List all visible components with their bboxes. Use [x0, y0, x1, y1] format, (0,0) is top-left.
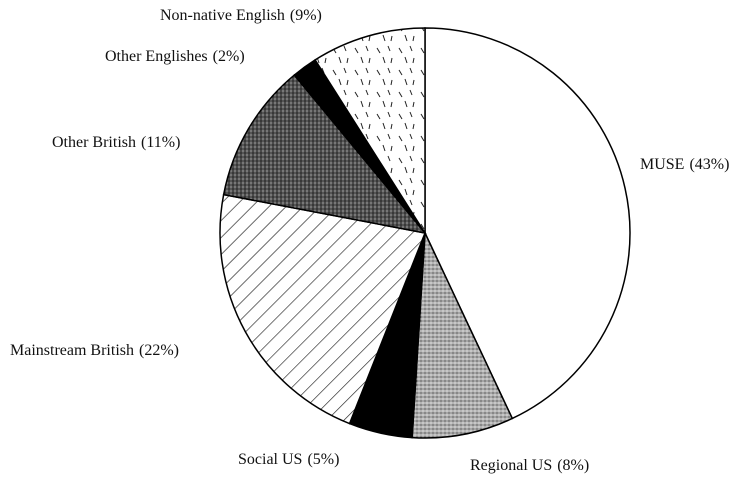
slice-name: Other British [52, 134, 136, 151]
slice-value: (22%) [139, 342, 179, 359]
slice-value: (8%) [557, 457, 589, 474]
slice-name: Social US [238, 451, 302, 468]
slice-label: Non-native English (9%) [160, 7, 322, 24]
slice-label: Regional US (8%) [470, 457, 589, 474]
slice-label: MUSE (43%) [640, 156, 729, 173]
slice-name: Non-native English [160, 7, 285, 24]
slice-value: (9%) [290, 7, 322, 24]
slice-name: Mainstream British [10, 342, 134, 359]
pie-slice [411, 232, 514, 439]
slice-label: Social US (5%) [238, 451, 339, 468]
slice-value: (43%) [689, 156, 729, 173]
pie-slice [222, 73, 427, 235]
pie-slice [314, 27, 426, 236]
slice-value: (11%) [141, 134, 180, 151]
slice-value: (2%) [213, 48, 245, 65]
slice-name: Regional US [470, 457, 552, 474]
slice-value: (5%) [307, 451, 339, 468]
pie-slice [424, 27, 631, 420]
pie-slice [219, 193, 427, 425]
slice-label: Other British (11%) [52, 134, 180, 151]
slice-label: Mainstream British (22%) [10, 342, 179, 359]
slice-name: MUSE [640, 156, 684, 173]
slice-name: Other Englishes [105, 48, 208, 65]
slice-label: Other Englishes (2%) [105, 48, 245, 65]
